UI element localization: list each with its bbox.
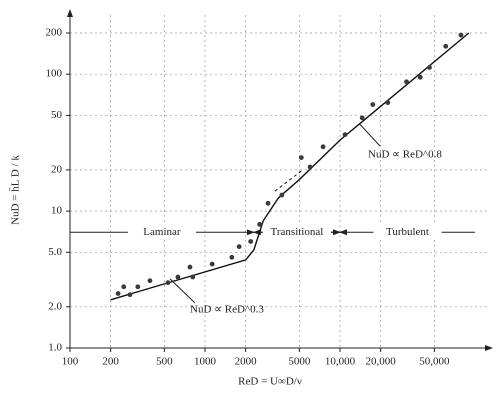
y-axis-label: NuD = h̄L D / k [9,155,21,225]
data-point [385,100,391,106]
data-point [127,292,133,298]
data-point [370,102,376,107]
region-label-bg [373,225,442,240]
y-tick-label: 100 [46,68,63,80]
x-tick-label: 500 [156,356,173,368]
annotation: NuD ∝ ReD^0.3 [190,304,264,316]
x-tick-label: 200 [102,356,119,368]
data-point [248,239,254,244]
data-point [298,155,304,160]
data-point [404,79,409,85]
annotation-leader [169,278,196,304]
data-point [320,144,326,150]
data-point [417,74,423,80]
data-point [279,192,285,198]
region-label: Turbulent [386,226,429,238]
annotation-leader [359,124,381,147]
data-point [307,164,313,170]
y-tick-label: 1.0 [48,342,62,354]
x-tick-label: 50,000 [419,356,450,368]
x-tick-label: 2000 [235,356,258,368]
data-point [265,200,271,206]
y-tick-label: 20 [51,163,63,175]
region-label-bg [262,225,331,240]
data-point [229,254,235,260]
x-tick-label: 10,000 [325,356,356,368]
region-label: Laminar [143,226,181,238]
x-tick-label: 5000 [288,356,311,368]
data-point [115,291,121,296]
data-point [187,264,193,270]
x-tick-label: 100 [62,356,79,368]
data-point [190,274,196,280]
y-tick-label: 200 [46,27,63,39]
data-point [135,284,141,290]
y-tick-label: 50 [51,109,63,121]
data-point [427,65,432,70]
data-point [165,280,171,286]
data-point [121,284,127,290]
data-point [257,221,263,227]
data-point [342,132,348,138]
y-tick-label: 2.0 [48,300,62,312]
x-tick-label: 1000 [194,356,217,368]
fit-curve [110,32,470,301]
x-axis-label: ReD = U∞D/ν [238,376,302,388]
data-point [209,261,215,267]
data-point [147,278,153,284]
annotation: NuD ∝ ReD^0.8 [368,149,442,161]
region-label: Transitional [271,226,324,238]
data-point [175,274,181,280]
data-point [458,32,464,38]
y-tick-label: 10 [51,205,63,217]
region-label-bg [127,225,196,240]
data-point [443,43,449,49]
data-point [359,115,365,121]
data-point [236,244,242,250]
y-tick-label: 5.0 [48,246,62,258]
x-tick-label: 20,000 [366,356,397,368]
